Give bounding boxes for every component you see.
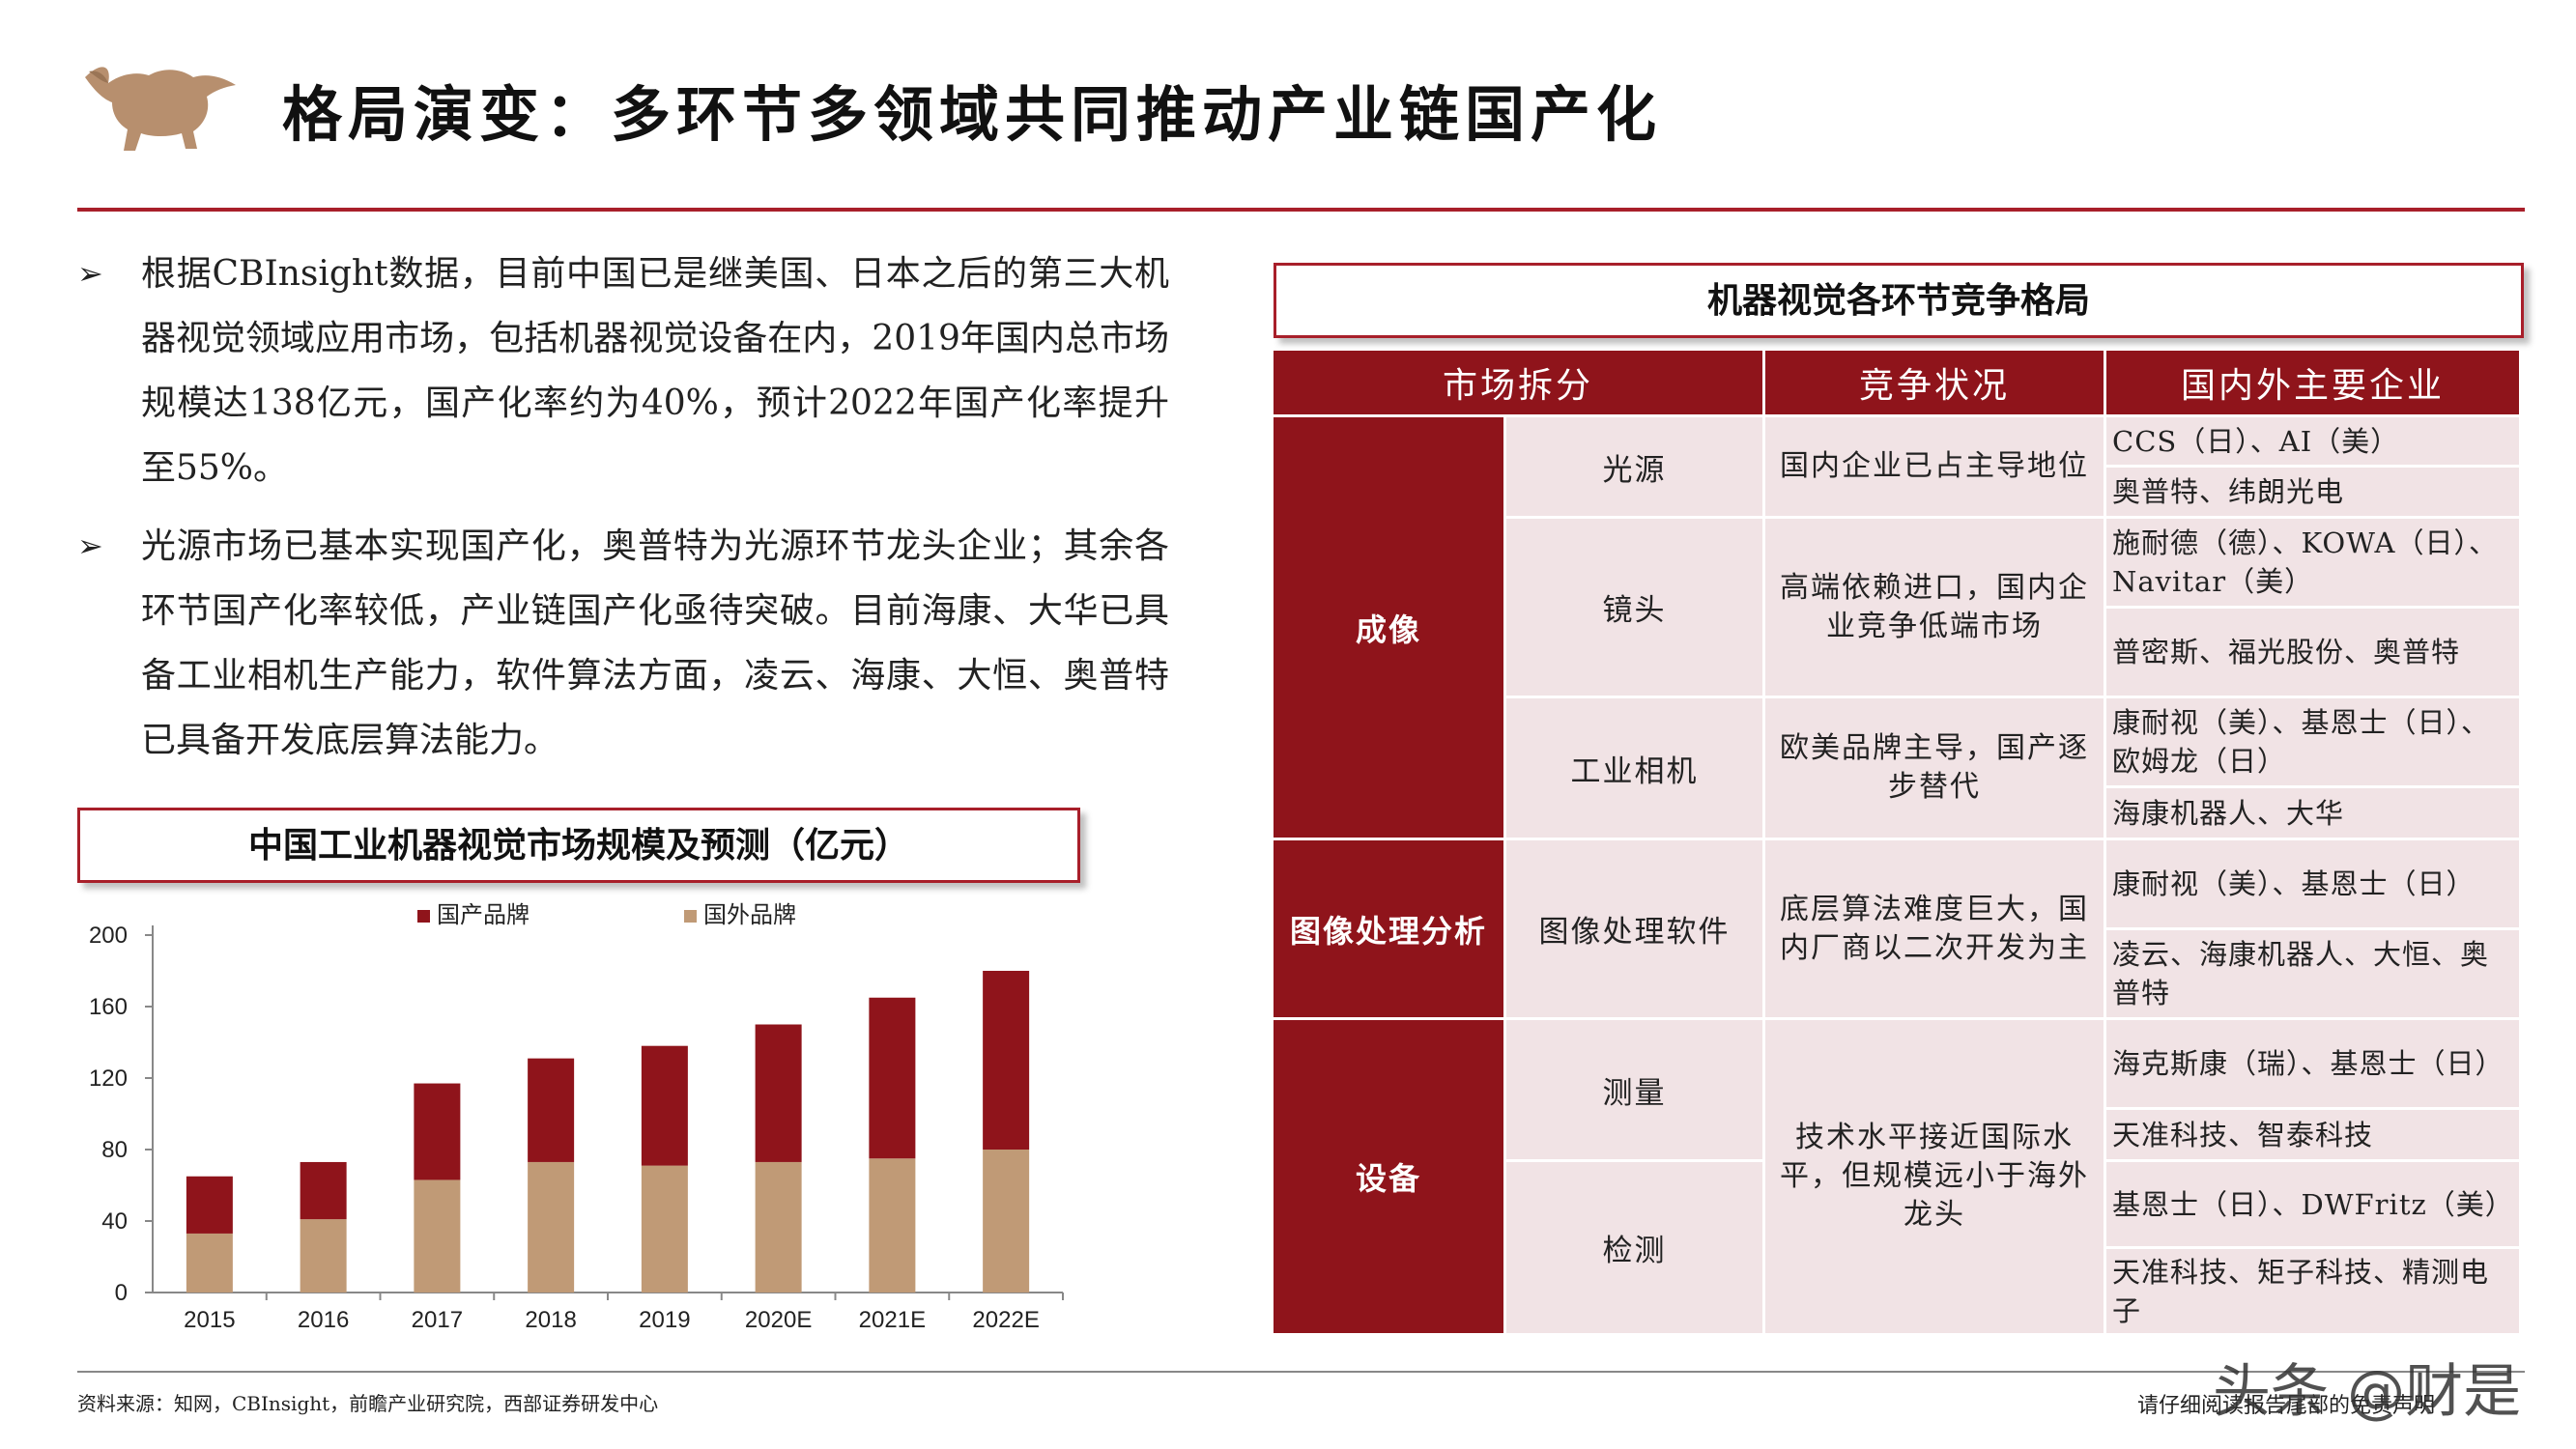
bar-foreign <box>755 1161 802 1293</box>
sub-lens: 镜头 <box>1506 519 1762 696</box>
chart-title: 中国工业机器视觉市场规模及预测（亿元） <box>77 808 1080 883</box>
chart-canvas: 0 40 80 120 160 200 2015 2016 2017 2018 2019 2020E 2… <box>89 901 1064 1333</box>
y-tick-label: 120 <box>89 1065 128 1092</box>
competition-camera: 欧美品牌主导，国产逐步替代 <box>1765 698 2104 838</box>
companies-cell: 康耐视（美）、基恩士（日） <box>2106 840 2519 927</box>
sub-inspection: 检测 <box>1506 1162 1762 1333</box>
disclaimer-note: 请仔细阅读报告尾部的免责声明 <box>2137 1394 2436 1418</box>
legend-label: 国产品牌 <box>437 901 530 928</box>
bar-foreign <box>528 1161 575 1293</box>
watermark: 头条 @财是 <box>2213 1358 2522 1426</box>
companies-cell: 基恩士（日）、DWFritz（美） <box>2106 1162 2519 1246</box>
y-tick-label: 40 <box>101 1208 128 1235</box>
x-tick-label: 2018 <box>525 1307 576 1333</box>
companies-cell: CCS（日）、AI（美） <box>2106 417 2519 465</box>
bar-foreign <box>186 1233 233 1293</box>
y-tick-label: 0 <box>115 1280 128 1306</box>
x-tick-label: 2017 <box>412 1307 463 1333</box>
y-tick-label: 80 <box>101 1137 128 1163</box>
bar-domestic <box>869 997 916 1159</box>
bar-foreign <box>300 1219 347 1293</box>
x-tick-label: 2019 <box>639 1307 690 1333</box>
bar-domestic <box>528 1058 575 1162</box>
bull-icon <box>79 56 243 153</box>
bullet-paragraph: ➢ 根据CBInsight数据，目前中国已是继美国、日本之后的第三大机器视觉领域… <box>77 242 1169 500</box>
sub-light-source: 光源 <box>1506 417 1762 516</box>
competition-lens: 高端依赖进口，国内企业竞争低端市场 <box>1765 519 2104 696</box>
table-title: 机器视觉各环节竞争格局 <box>1274 263 2524 338</box>
bar-domestic <box>983 971 1030 1150</box>
competition-equipment: 技术水平接近国际水平，但规模远小于海外龙头 <box>1765 1020 2104 1333</box>
companies-cell: 奥普特、纬朗光电 <box>2106 468 2519 516</box>
competition-table: 市场拆分 竞争状况 国内外主要企业 成像 图像处理分析 设备 光源 镜头 工业相… <box>1274 351 2519 1333</box>
bar-foreign <box>414 1179 461 1293</box>
sub-industrial-camera: 工业相机 <box>1506 698 1762 838</box>
companies-cell: 天准科技、矩子科技、精测电子 <box>2106 1249 2519 1333</box>
x-tick-label: 2015 <box>184 1307 235 1333</box>
bar-domestic <box>641 1045 688 1166</box>
bar-domestic <box>186 1176 233 1234</box>
bar-foreign <box>983 1150 1030 1293</box>
header-market-split: 市场拆分 <box>1274 351 1762 414</box>
competition-software: 底层算法难度巨大，国内厂商以二次开发为主 <box>1765 840 2104 1017</box>
companies-cell: 康耐视（美）、基恩士（日）、欧姆龙（日） <box>2106 698 2519 785</box>
x-tick-label: 2022E <box>972 1307 1039 1333</box>
x-tick-label: 2020E <box>745 1307 812 1333</box>
companies-cell: 普密斯、福光股份、奥普特 <box>2106 609 2519 696</box>
legend-swatch <box>417 910 430 923</box>
bullet-text: 光源市场已基本实现国产化，奥普特为光源环节龙头企业；其余各环节国产化率较低，产业… <box>141 526 1169 760</box>
companies-cell: 海克斯康（瑞）、基恩士（日） <box>2106 1020 2519 1107</box>
bar-domestic <box>755 1024 802 1162</box>
x-tick-label: 2021E <box>859 1307 926 1333</box>
y-tick-label: 160 <box>89 994 128 1020</box>
bar-domestic <box>414 1083 461 1180</box>
bar-foreign <box>869 1158 916 1293</box>
companies-cell: 施耐德（德）、KOWA（日）、Navitar（美） <box>2106 519 2519 606</box>
group-equipment: 设备 <box>1274 1020 1503 1333</box>
bar-foreign <box>641 1165 688 1293</box>
x-tick-label: 2016 <box>298 1307 349 1333</box>
legend-label: 国外品牌 <box>703 901 796 928</box>
group-imaging: 成像 <box>1274 417 1503 838</box>
y-tick-label: 200 <box>89 923 128 949</box>
footer-divider <box>77 1371 2525 1373</box>
sub-image-software: 图像处理软件 <box>1506 840 1762 1017</box>
companies-cell: 海康机器人、大华 <box>2106 788 2519 838</box>
source-note: 资料来源：知网，CBInsight，前瞻产业研究院，西部证券研发中心 <box>77 1392 659 1415</box>
bullet-paragraph: ➢ 光源市场已基本实现国产化，奥普特为光源环节龙头企业；其余各环节国产化率较低，… <box>77 514 1169 773</box>
legend-swatch <box>684 910 697 923</box>
sub-measurement: 测量 <box>1506 1020 1762 1159</box>
arrow-bullet-icon: ➢ <box>77 255 103 292</box>
companies-cell: 凌云、海康机器人、大恒、奥普特 <box>2106 930 2519 1017</box>
competition-light-source: 国内企业已占主导地位 <box>1765 417 2104 516</box>
companies-cell: 天准科技、智泰科技 <box>2106 1110 2519 1159</box>
market-size-chart: 0 40 80 120 160 200 2015 2016 2017 2018 2019 2020E 2… <box>58 889 1082 1343</box>
bar-domestic <box>300 1161 347 1220</box>
arrow-bullet-icon: ➢ <box>77 527 103 564</box>
bullet-text: 根据CBInsight数据，目前中国已是继美国、日本之后的第三大机器视觉领域应用… <box>141 254 1169 488</box>
group-image-processing: 图像处理分析 <box>1274 840 1503 1017</box>
header-competition: 竞争状况 <box>1765 351 2104 414</box>
page-title: 格局演变：多环节多领域共同推动产业链国产化 <box>282 79 1663 150</box>
header-divider <box>77 208 2525 212</box>
header-companies: 国内外主要企业 <box>2106 351 2519 414</box>
